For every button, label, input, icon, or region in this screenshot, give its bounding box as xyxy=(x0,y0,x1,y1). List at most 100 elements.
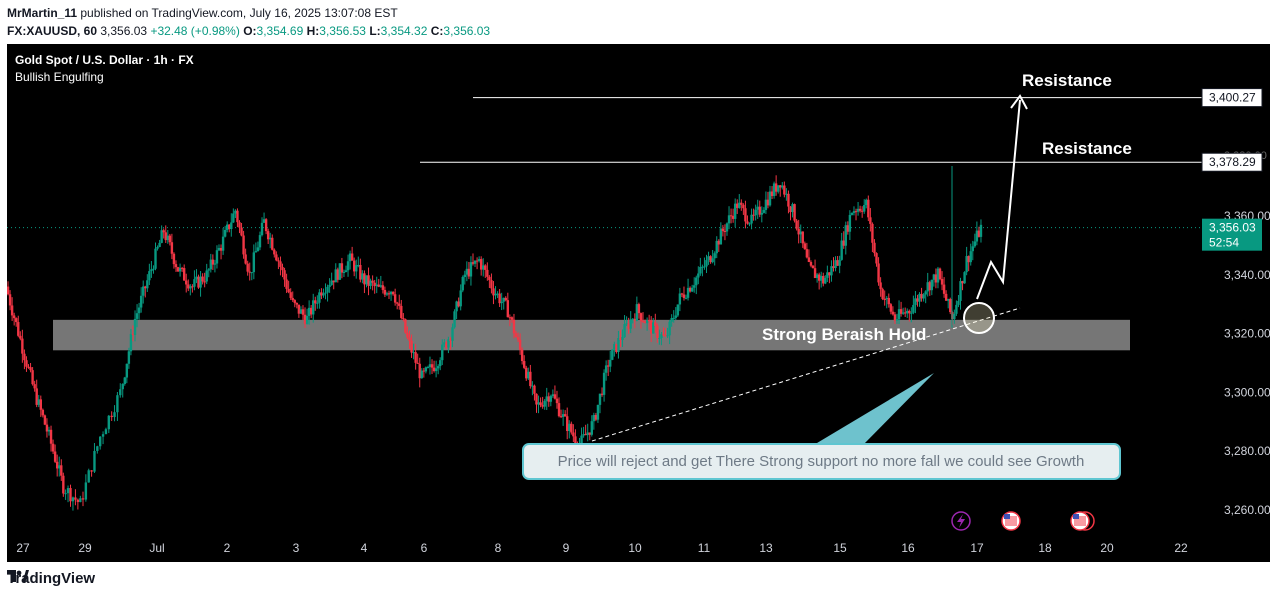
candle-body xyxy=(455,301,458,312)
candle-body xyxy=(252,252,256,273)
candle-body xyxy=(731,215,735,219)
x-tick-label: 9 xyxy=(563,541,570,555)
candle-body xyxy=(135,313,139,319)
candle-body xyxy=(172,253,176,265)
candle-body xyxy=(803,243,807,250)
x-tick-label: 3 xyxy=(293,541,300,555)
x-tick-label: 10 xyxy=(628,541,642,555)
publish-line: MrMartin_11 published on TradingView.com… xyxy=(7,4,490,22)
candle-body xyxy=(443,342,446,345)
candle-body xyxy=(498,293,501,304)
candle-body xyxy=(110,415,113,418)
candle-body xyxy=(398,303,401,306)
candle-body xyxy=(412,352,415,354)
candle-body xyxy=(516,337,520,340)
candle-body xyxy=(848,214,852,232)
candle-body xyxy=(670,317,673,322)
candle-body xyxy=(39,399,42,410)
author-name[interactable]: MrMartin_11 xyxy=(7,6,78,20)
candle-body xyxy=(406,332,409,338)
candle-body xyxy=(477,259,481,262)
candle-body xyxy=(158,242,161,247)
candle-body xyxy=(535,393,538,405)
candle-body xyxy=(461,277,464,291)
candle-body xyxy=(428,364,432,367)
rejection-circle-marker xyxy=(963,302,995,334)
candle-body xyxy=(168,235,172,243)
candle-body xyxy=(563,414,567,417)
candle-body xyxy=(809,262,813,266)
candle-body xyxy=(287,288,290,293)
candle-body xyxy=(69,488,72,502)
candle-body xyxy=(71,497,75,502)
candle-body xyxy=(543,400,546,407)
candle-body xyxy=(484,265,487,270)
candle-body xyxy=(658,337,661,339)
resistance-label-upper: Resistance xyxy=(1022,71,1112,90)
candle-body xyxy=(635,304,639,321)
candle-body xyxy=(101,434,105,437)
candle-body xyxy=(811,265,815,269)
candle-body xyxy=(580,435,583,446)
candle-body xyxy=(396,302,399,304)
candle-body xyxy=(531,385,534,387)
candle-body xyxy=(35,388,38,405)
chart-area[interactable]: Price will reject and get There Strong s… xyxy=(7,44,1270,562)
candle-body xyxy=(221,236,225,251)
candle-body xyxy=(381,285,385,290)
candle-body xyxy=(469,262,473,277)
candle-body xyxy=(688,287,692,292)
candle-body xyxy=(856,208,860,212)
candle-body xyxy=(340,263,344,273)
candle-body xyxy=(342,271,346,273)
candle-body xyxy=(697,273,700,278)
candle-body xyxy=(858,208,862,211)
candle-body xyxy=(664,335,667,337)
candle-body xyxy=(281,266,284,271)
candle-body xyxy=(123,377,126,384)
candle-body xyxy=(922,294,925,299)
candle-body xyxy=(400,305,403,319)
tradingview-logo[interactable]: TradingView xyxy=(7,570,95,587)
candle-body xyxy=(744,208,747,222)
candle-body xyxy=(639,313,643,321)
candle-body xyxy=(533,385,536,394)
candle-body xyxy=(213,263,217,265)
candle-body xyxy=(348,253,352,262)
candle-body xyxy=(764,199,768,210)
candle-body xyxy=(488,276,491,281)
candle-body xyxy=(275,254,278,261)
candle-body xyxy=(906,310,909,314)
candle-body xyxy=(834,260,837,269)
current-price-label: 3,356.03 xyxy=(1209,221,1256,235)
price-chart[interactable]: Price will reject and get There Strong s… xyxy=(7,44,1270,562)
candle-body xyxy=(926,282,929,292)
candle-body xyxy=(527,371,530,379)
candle-body xyxy=(684,297,688,299)
candle-body xyxy=(203,281,206,283)
candle-body xyxy=(178,267,182,272)
candle-body xyxy=(182,268,186,281)
x-tick-label: 6 xyxy=(421,541,428,555)
candle-body xyxy=(318,292,321,303)
candle-body xyxy=(25,360,28,367)
candle-body xyxy=(791,204,794,213)
candle-body xyxy=(903,312,907,314)
candle-body xyxy=(225,224,229,230)
candle-body xyxy=(774,183,778,192)
candle-body xyxy=(733,203,737,219)
open-label: O: xyxy=(243,24,257,38)
candle-body xyxy=(766,199,770,206)
candle-body xyxy=(447,339,450,348)
candle-body xyxy=(707,256,710,261)
candle-body xyxy=(555,398,559,404)
candle-body xyxy=(641,320,645,322)
candle-body xyxy=(144,286,147,289)
resistance-label-lower: Resistance xyxy=(1042,139,1132,158)
candle-body xyxy=(150,269,153,272)
y-tick-label: 3,300.00 xyxy=(1224,385,1270,399)
candle-body xyxy=(269,237,272,240)
candle-body xyxy=(695,277,698,286)
candle-body xyxy=(219,247,223,251)
candle-body xyxy=(432,367,436,372)
